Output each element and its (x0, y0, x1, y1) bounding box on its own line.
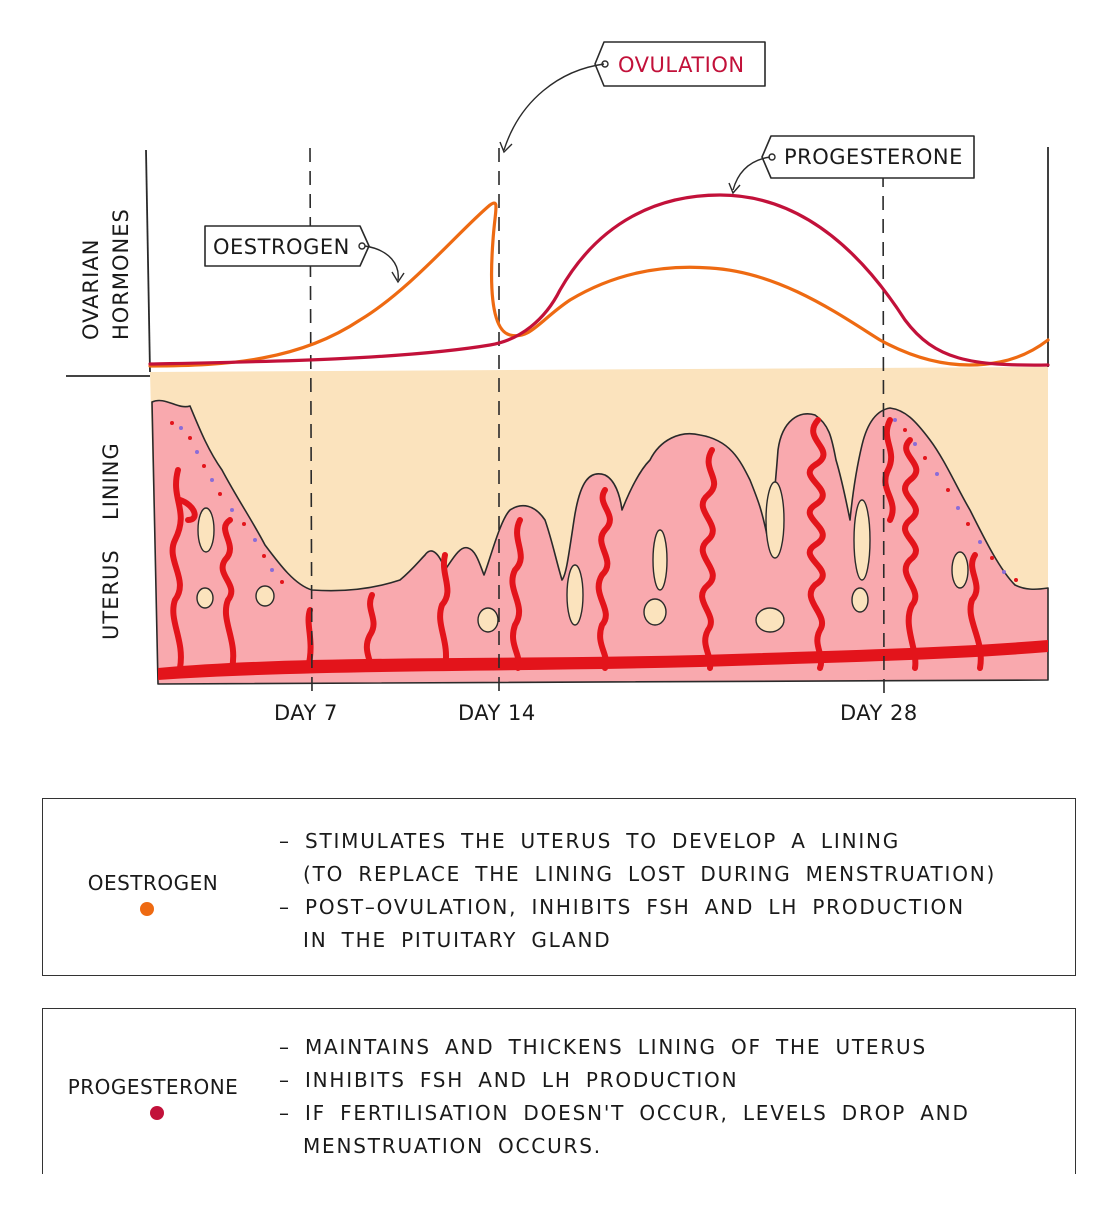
oestrogen-point-2: – POST–OVULATION, INHIBITS FSH AND LH PR… (279, 895, 965, 919)
axis-label-hormones: HORMONES (109, 208, 133, 340)
menstrual-cycle-diagram: OVULATION PROGESTERONE OESTROGEN OVARIAN… (66, 41, 1050, 725)
progesterone-point-3-cont: MENSTRUATION OCCURS. (303, 1134, 602, 1158)
progesterone-box-title: PROGESTERONE (67, 1075, 239, 1099)
progesterone-callout: PROGESTERONE (728, 135, 975, 195)
oestrogen-point-2-cont: IN THE PITUITARY GLAND (303, 928, 612, 952)
progesterone-point-3: – IF FERTILISATION DOESN'T OCCUR, LEVELS… (279, 1101, 970, 1125)
menstrual-speckles (170, 418, 1018, 584)
oestrogen-info-box: OESTROGEN – STIMULATES THE UTERUS TO DEV… (42, 798, 1076, 976)
day-14-label: DAY 14 (458, 701, 536, 725)
day-28-label: DAY 28 (840, 701, 918, 725)
progesterone-info-box: PROGESTERONE – MAINTAINS AND THICKENS LI… (42, 1008, 1076, 1174)
uterine-glands (196, 481, 969, 633)
progesterone-curve (148, 193, 1050, 367)
oestrogen-point-1-cont: (TO REPLACE THE LINING LOST DURING MENST… (303, 862, 997, 886)
day-7-label: DAY 7 (274, 701, 338, 725)
oestrogen-curve (148, 201, 1050, 368)
basal-artery (158, 640, 1048, 680)
progesterone-label: PROGESTERONE (784, 145, 963, 169)
progesterone-point-1: – MAINTAINS AND THICKENS LINING OF THE U… (279, 1035, 927, 1059)
oestrogen-box-title: OESTROGEN (87, 871, 219, 895)
progesterone-points: – MAINTAINS AND THICKENS LINING OF THE U… (279, 1031, 970, 1163)
oestrogen-label: OESTROGEN (213, 235, 350, 259)
oestrogen-points: – STIMULATES THE UTERUS TO DEVELOP A LIN… (279, 825, 996, 957)
axis-label-lining: LINING (99, 442, 123, 520)
left-axis-line (145, 149, 151, 373)
axis-label-ovarian: OVARIAN (79, 239, 103, 340)
axis-label-uterus: UTERUS (99, 549, 123, 640)
oestrogen-callout: OESTROGEN (204, 225, 405, 284)
ovulation-callout: OVULATION (499, 41, 766, 154)
progesterone-color-dot (150, 1106, 164, 1120)
progesterone-point-2: – INHIBITS FSH AND LH PRODUCTION (279, 1068, 739, 1092)
ovulation-label: OVULATION (618, 53, 745, 77)
oestrogen-point-1: – STIMULATES THE UTERUS TO DEVELOP A LIN… (279, 829, 901, 853)
oestrogen-color-dot (140, 902, 154, 916)
